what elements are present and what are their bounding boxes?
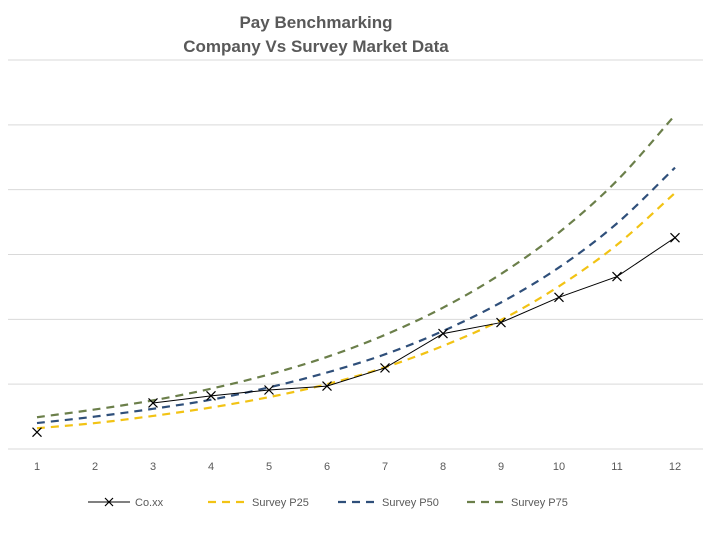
chart-title: Pay Benchmarking xyxy=(239,13,393,32)
x-tick-label: 4 xyxy=(208,461,214,473)
series-line xyxy=(36,114,676,419)
x-tick-label: 7 xyxy=(382,461,388,473)
data-point-marker xyxy=(554,292,564,303)
x-tick-label: 11 xyxy=(611,461,622,473)
data-point-marker xyxy=(380,363,390,373)
x-tick-label: 10 xyxy=(553,461,565,473)
x-tick-label: 8 xyxy=(440,461,446,473)
data-point-marker xyxy=(496,317,506,328)
legend-item: Survey P25 xyxy=(208,497,309,509)
data-point-marker xyxy=(670,232,680,243)
series-line xyxy=(36,166,676,425)
series-survey-p25 xyxy=(36,192,676,430)
data-point-marker xyxy=(206,390,216,401)
x-tick-label: 3 xyxy=(150,461,156,473)
legend-item: Survey P75 xyxy=(467,497,568,509)
data-point-marker xyxy=(322,381,332,392)
x-tick-label: 6 xyxy=(324,461,330,473)
legend-item: Survey P50 xyxy=(338,497,439,509)
x-tick-label: 9 xyxy=(498,461,504,473)
data-point-marker xyxy=(148,398,158,408)
series-survey-p75 xyxy=(36,114,676,419)
legend-label: Co.xx xyxy=(135,497,164,509)
series-survey-p50 xyxy=(36,166,676,425)
data-point-marker xyxy=(612,271,622,282)
data-point-marker xyxy=(264,385,274,395)
series-line xyxy=(152,237,676,404)
data-point-marker xyxy=(32,427,42,438)
legend-marker-icon xyxy=(104,497,114,507)
x-tick-label: 5 xyxy=(266,461,272,473)
data-point-marker xyxy=(438,328,448,339)
legend-label: Survey P75 xyxy=(511,497,568,509)
legend-label: Survey P50 xyxy=(382,497,439,509)
x-tick-label: 12 xyxy=(669,461,681,473)
series-line xyxy=(36,192,676,430)
series-co-xx xyxy=(32,232,680,438)
chart-subtitle: Company Vs Survey Market Data xyxy=(183,37,449,56)
legend-label: Survey P25 xyxy=(252,497,309,509)
legend-item: Co.xx xyxy=(88,497,164,509)
x-tick-label: 1 xyxy=(34,461,40,473)
x-tick-label: 2 xyxy=(92,461,98,473)
